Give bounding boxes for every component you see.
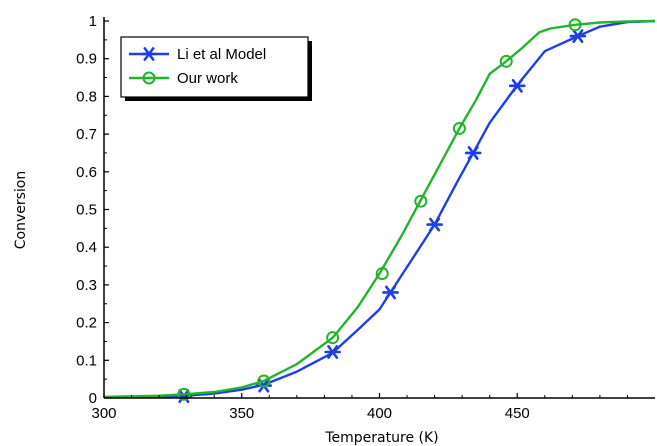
data-point-2-7 bbox=[499, 54, 513, 68]
x-tick-label-3: 400 bbox=[367, 405, 392, 422]
y-tick-label-11: 1 bbox=[89, 13, 97, 30]
data-point-1-6 bbox=[464, 146, 482, 160]
y-tick-label-7: 0.6 bbox=[76, 164, 97, 181]
x-tick-label-4: 450 bbox=[505, 405, 530, 422]
axes: 0 0.1 0.2 0.3 0.4 0.5 0.6 0.7 0.8 0.9 1 300 350 400 45… bbox=[76, 13, 655, 422]
x-tick-label-2: 350 bbox=[229, 405, 254, 422]
y-tick-label-6: 0.5 bbox=[76, 202, 97, 219]
data-point-1-3 bbox=[324, 345, 341, 359]
x-tick-label-1: 300 bbox=[91, 405, 116, 422]
y-tick-label-10: 0.9 bbox=[76, 51, 97, 68]
data-point-1-7 bbox=[508, 78, 526, 93]
y-tick-label-5: 0.4 bbox=[76, 239, 97, 256]
legend-label-1: Li et al Model bbox=[177, 46, 266, 63]
data-point-1-8 bbox=[569, 29, 587, 43]
data-point-2-2 bbox=[257, 374, 271, 388]
legend-label-2: Our work bbox=[177, 70, 238, 87]
y-tick-label-9: 0.8 bbox=[76, 88, 97, 105]
y-axis-title: Conversion bbox=[13, 171, 29, 250]
legend-marker-1 bbox=[140, 47, 158, 61]
legend-box bbox=[120, 36, 309, 98]
legend: Li et al Model Our work bbox=[120, 36, 312, 101]
data-point-2-4 bbox=[375, 267, 389, 281]
data-point-2-8 bbox=[568, 18, 582, 32]
y-tick-label-8: 0.7 bbox=[76, 126, 97, 143]
series-2 bbox=[104, 18, 655, 401]
y-tick-label-4: 0.3 bbox=[76, 277, 97, 294]
y-tick-label-1: 0 bbox=[89, 390, 97, 407]
x-axis-title: Temperature (K) bbox=[324, 430, 438, 446]
data-point-2-6 bbox=[452, 121, 466, 135]
series-line-1 bbox=[104, 19, 655, 399]
data-point-2-3 bbox=[326, 331, 340, 345]
data-point-1-4 bbox=[382, 285, 399, 300]
data-point-2-1 bbox=[177, 387, 191, 401]
data-point-1-5 bbox=[426, 217, 443, 232]
y-tick-label-3: 0.2 bbox=[76, 315, 97, 332]
plot-area bbox=[104, 18, 655, 404]
y-tick-label-2: 0.1 bbox=[76, 352, 97, 369]
data-point-2-5 bbox=[414, 194, 428, 208]
legend-marker-2 bbox=[142, 71, 156, 85]
series-line-2 bbox=[104, 19, 655, 399]
